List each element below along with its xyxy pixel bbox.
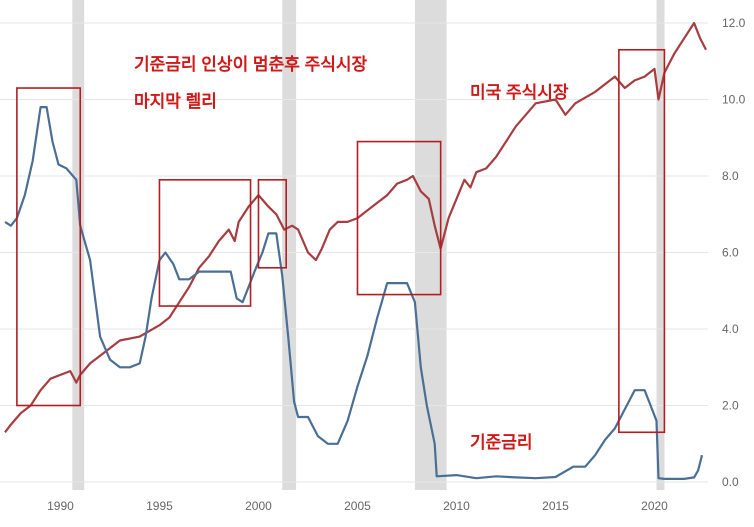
highlight-box: [257, 179, 287, 269]
stock-market-label: 미국 주식시장: [470, 83, 569, 102]
highlight-boxes: [16, 48, 666, 434]
recession-band: [656, 0, 665, 490]
y-tick-label: 8.0: [722, 169, 739, 183]
y-tick-label: 4.0: [722, 322, 739, 336]
y-axis-ticks: 0.0 2.0 4.0 6.0 8.0 10.0 12.0: [722, 16, 746, 489]
highlight-box: [158, 179, 252, 307]
x-tick-label: 2010: [443, 499, 470, 513]
x-tick-label: 2005: [344, 499, 371, 513]
x-tick-label: 2020: [641, 499, 668, 513]
interest-rate-series-line: [4, 106, 704, 480]
x-tick-label: 1990: [47, 499, 74, 513]
y-tick-label: 12.0: [722, 16, 746, 30]
y-tick-label: 0.0: [722, 475, 739, 489]
recession-band: [282, 0, 297, 490]
highlight-box: [618, 48, 666, 434]
x-tick-label: 2015: [542, 499, 569, 513]
series-lines: [4, 21, 707, 480]
x-axis-ticks: 1990 1995 2000 2005 2010 2015 2020: [47, 499, 668, 513]
y-tick-label: 2.0: [722, 399, 739, 413]
y-tick-label: 6.0: [722, 246, 739, 260]
rate-hike-annotation-line1: 기준금리 인상이 멈춘후 주식시장: [134, 54, 367, 74]
rate-hike-annotation-line2: 마지막 렐리: [134, 91, 217, 111]
y-tick-label: 10.0: [722, 93, 746, 107]
gridlines: [0, 22, 708, 483]
recession-band: [72, 0, 85, 490]
highlight-box: [16, 87, 82, 407]
highlight-box: [356, 140, 442, 296]
x-tick-label: 1995: [146, 499, 173, 513]
interest-rate-label: 기준금리: [470, 433, 533, 452]
x-tick-label: 2000: [245, 499, 272, 513]
stock-market-series-line: [4, 21, 707, 433]
